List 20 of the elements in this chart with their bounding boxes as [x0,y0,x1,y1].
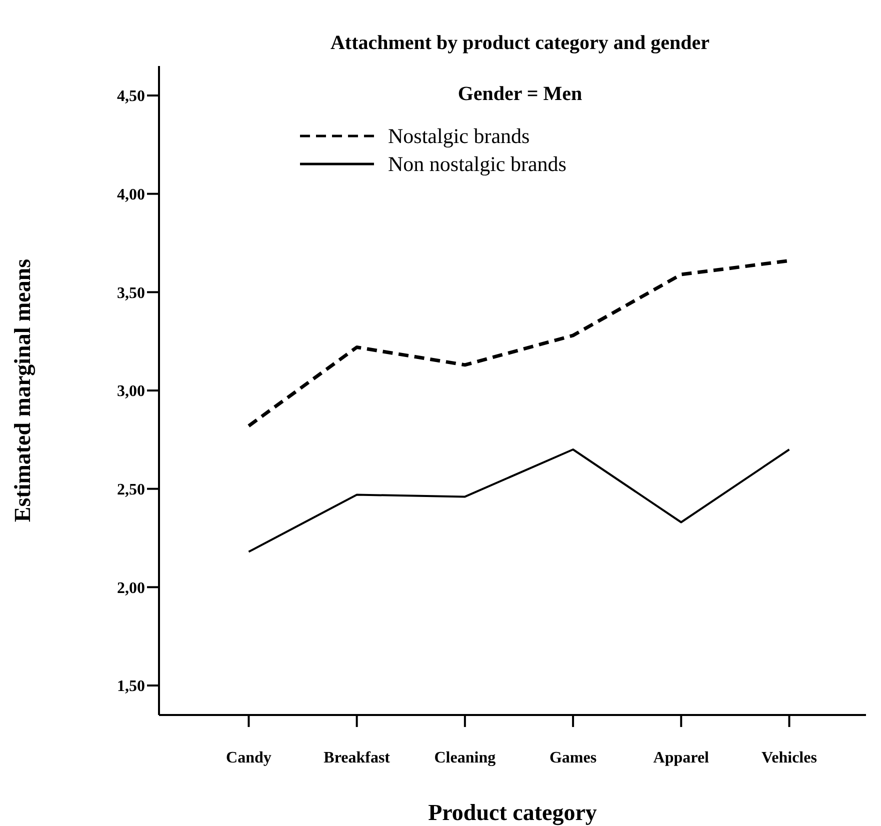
x-tick-label: Vehicles [762,749,817,766]
y-tick-label: 2,00 [117,580,145,597]
legend-label: Non nostalgic brands [388,151,566,178]
y-tick-label: 2,50 [117,482,145,499]
legend-label: Nostalgic brands [388,123,530,150]
x-axis-title: Product category [428,800,598,826]
x-tick-label: Cleaning [434,749,496,766]
x-tick-label: Apparel [653,749,710,766]
x-tick-label: Breakfast [324,749,391,766]
y-tick-label: 4,50 [117,88,145,106]
y-tick-label: 3,50 [117,284,145,302]
chart-title: Attachment by product category and gender [330,32,710,54]
x-tick-label: Games [549,749,597,766]
y-axis-title: Estimated marginal means [10,258,36,522]
text: Gender = Men [458,83,582,105]
y-tick-label: 1,50 [117,678,145,696]
y-tick-label: 3,00 [117,383,145,400]
y-tick-label: 4,00 [117,186,145,204]
x-tick-label: Candy [226,749,272,766]
line-series [248,448,790,553]
